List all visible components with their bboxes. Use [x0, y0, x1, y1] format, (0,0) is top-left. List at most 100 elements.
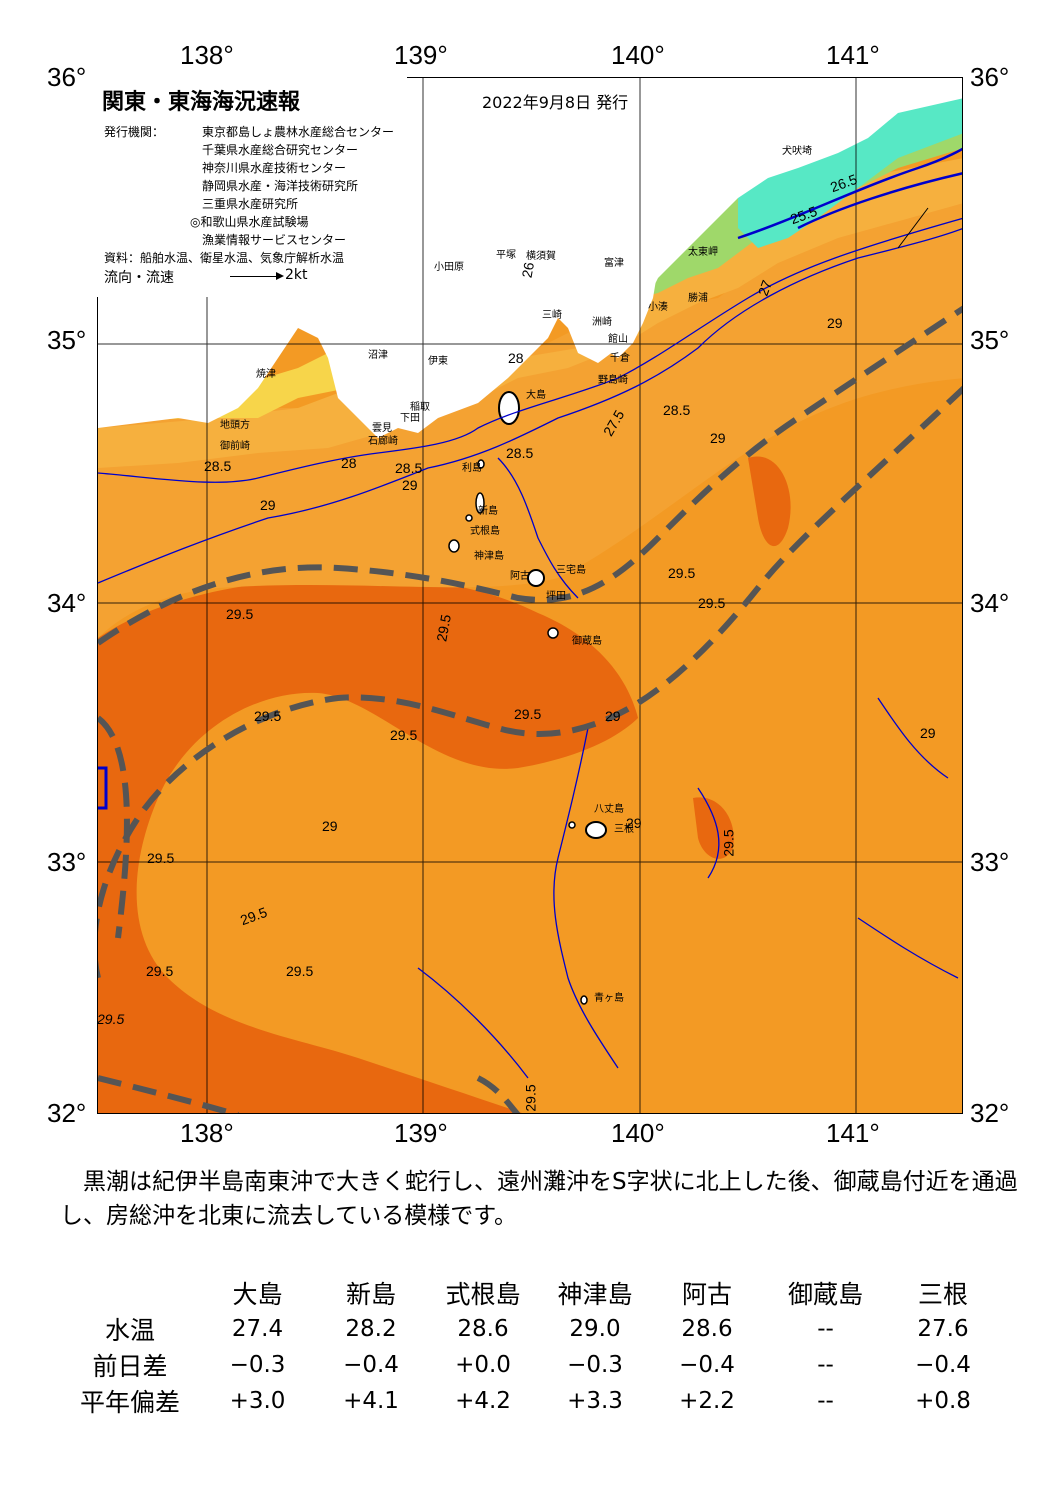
sea-cyan-area: [738, 78, 962, 248]
isotherm-label: 29: [260, 497, 276, 513]
isotherm-label: 29: [920, 725, 936, 741]
lat-tick-32-right: 32°: [970, 1098, 1010, 1128]
table-cell: 27.6: [917, 1316, 969, 1342]
table-cell: +4.2: [455, 1388, 511, 1414]
lon-tick-141-bottom: 141°: [826, 1118, 880, 1148]
table-cell: --: [817, 1352, 834, 1378]
isotherm-label: 29.5: [254, 708, 282, 724]
column-header: 式根島: [445, 1280, 521, 1309]
place-nojimazaki: 野島崎: [598, 375, 628, 386]
island-oshima: [498, 391, 520, 425]
table-row: 平年偏差 +3.0 +4.1 +4.2 +3.3 +2.2 -- +0.8: [60, 1383, 998, 1419]
kuroshio-axis: [98, 305, 962, 1113]
lat-tick-34-left: 34°: [47, 588, 87, 618]
institution-3: 神奈川県水産技術センター: [202, 161, 347, 175]
column-header: 三根: [917, 1280, 968, 1309]
place-chikura: 千倉: [610, 353, 630, 364]
place-inatori: 稲取: [410, 402, 430, 413]
place-hiratsuka: 平塚: [496, 250, 516, 261]
isotherm-label: 29.5: [97, 1011, 125, 1027]
table-cell: +2.2: [679, 1388, 735, 1414]
institution-4: 静岡県水産・海洋技術研究所: [202, 179, 359, 193]
lat-tick-33-right: 33°: [970, 847, 1010, 877]
isotherm-label: 29: [605, 708, 621, 724]
place-aogashima: 青ヶ島: [594, 993, 624, 1004]
place-numazu: 沼津: [368, 350, 388, 361]
lat-tick-36-left: 36°: [47, 62, 87, 92]
place-odawara: 小田原: [434, 262, 464, 273]
lon-tick-138-top: 138°: [180, 40, 234, 70]
flow-arrow: [897, 207, 929, 249]
column-header: 神津島: [557, 1280, 633, 1309]
column-header: 大島: [232, 1280, 283, 1309]
isotherm-label: 28: [341, 455, 357, 471]
institution-2: 千葉県水産総合研究センター: [202, 143, 359, 157]
table-row: 水温 27.4 28.2 28.6 29.0 28.6 -- 27.6: [60, 1311, 998, 1347]
place-niijima: 新島: [478, 506, 498, 517]
sea-warm-core-patch-1: [748, 456, 791, 547]
lat-tick-35-left: 35°: [47, 325, 87, 355]
grid-lines: [98, 78, 962, 1113]
isotherm-label: 29.5: [286, 963, 314, 979]
place-miyakejima: 三宅島: [556, 565, 586, 576]
place-taitomisaki: 太東岬: [688, 247, 718, 258]
place-kozushima: 神津島: [474, 551, 504, 562]
place-suzaki: 洲崎: [592, 317, 612, 328]
lat-tick-35-right: 35°: [970, 325, 1010, 355]
place-omaezaki: 御前崎: [220, 441, 250, 452]
map-title: 関東・東海海況速報: [102, 90, 301, 115]
institution-6: ◎和歌山県水産試験場: [190, 215, 309, 229]
place-tateyama: 館山: [608, 334, 628, 345]
isotherm-label: 29: [827, 315, 843, 331]
table-cell: −0.3: [567, 1352, 623, 1378]
issue-date: 2022年9月8日 発行: [482, 93, 629, 112]
table-cell: +0.0: [455, 1352, 511, 1378]
place-kumomi: 雲見: [372, 423, 392, 434]
legend-box: [97, 77, 407, 297]
institution-1: 東京都島しょ農林水産総合センター: [202, 125, 395, 139]
table-cell: 28.2: [345, 1316, 397, 1342]
sea-warm-core-patch-2: [693, 797, 734, 859]
place-toshima: 利島: [462, 463, 482, 474]
place-irozaki: 石廊崎: [368, 436, 398, 447]
lon-tick-140-bottom: 140°: [611, 1118, 665, 1148]
place-yaizu: 焼津: [256, 369, 276, 380]
table-cell: +4.1: [343, 1388, 399, 1414]
table-cell: −0.3: [229, 1352, 286, 1378]
island-hachijo-kojima: [568, 821, 576, 829]
lon-tick-139-bottom: 139°: [394, 1118, 448, 1148]
sea-mid-orange-band: [98, 198, 962, 638]
place-katsuura: 勝浦: [688, 293, 708, 304]
data-source: 資料：船舶水温、衛星水温、気象庁解析水温: [104, 251, 345, 265]
row-label: 平年偏差: [79, 1388, 180, 1417]
table-cell: --: [817, 1316, 834, 1342]
isotherm-label: 29.5: [668, 565, 696, 581]
isotherm-contours: [98, 147, 962, 1079]
place-mikurajima: 御蔵島: [572, 636, 602, 647]
table-cell: −0.4: [343, 1352, 399, 1378]
island-kozushima: [448, 539, 460, 553]
isotherm-label: 28.5: [204, 458, 232, 474]
island-toshima: [477, 459, 485, 469]
issuer-label: 発行機関：: [104, 125, 165, 139]
isotherm-label: 29.5: [390, 727, 418, 743]
place-misaki: 三崎: [542, 310, 562, 321]
lon-tick-138-bottom: 138°: [180, 1118, 234, 1148]
isotherm-label: 28.5: [506, 445, 534, 461]
place-ito: 伊東: [428, 356, 448, 367]
isotherm-label: 28.5: [395, 460, 423, 476]
flow-label: 流向・流速: [104, 270, 174, 286]
isotherm-label: 29: [626, 815, 642, 831]
place-oshima: 大島: [526, 390, 546, 401]
table-cell: --: [817, 1388, 834, 1414]
table-cell: +3.0: [229, 1388, 286, 1414]
place-tsubota: 坪田: [546, 591, 566, 602]
isotherm-label: 29.5: [226, 606, 254, 622]
table-row: 前日差 −0.3 −0.4 +0.0 −0.3 −0.4 -- −0.4: [60, 1347, 998, 1383]
isotherm-label: 29.5: [146, 963, 174, 979]
isotherm-label: 29: [710, 430, 726, 446]
island-hachijojima: [585, 821, 607, 839]
isotherm-label: 26: [518, 260, 538, 280]
place-hachijojima: 八丈島: [594, 804, 624, 815]
lon-tick-139-top: 139°: [394, 40, 448, 70]
